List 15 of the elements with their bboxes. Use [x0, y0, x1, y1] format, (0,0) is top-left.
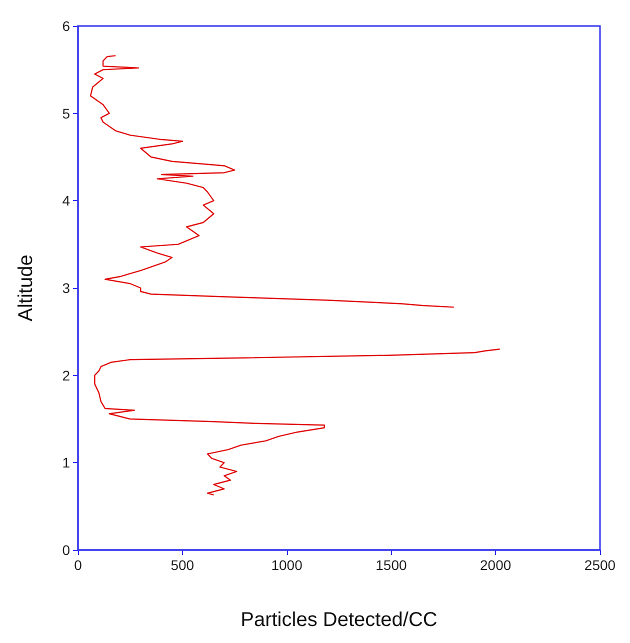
x-tick-label: 500 [170, 557, 194, 573]
y-tick-label: 2 [62, 367, 70, 384]
x-tick-label: 0 [74, 557, 82, 573]
x-tick-label: 2500 [584, 557, 616, 573]
x-tick-label: 1500 [376, 557, 407, 573]
y-tick-label: 6 [62, 18, 70, 34]
y-tick-label: 5 [62, 105, 70, 122]
x-tick-label: 2000 [480, 557, 512, 573]
x-axis-title: Particles Detected/CC [240, 609, 438, 631]
y-tick-label: 3 [62, 280, 70, 296]
y-tick-label: 4 [62, 192, 70, 209]
y-tick-label: 0 [62, 542, 70, 558]
y-tick-label: 1 [62, 454, 70, 471]
y-axis-title: Altitude [15, 254, 37, 322]
x-tick-label: 1000 [271, 557, 303, 573]
